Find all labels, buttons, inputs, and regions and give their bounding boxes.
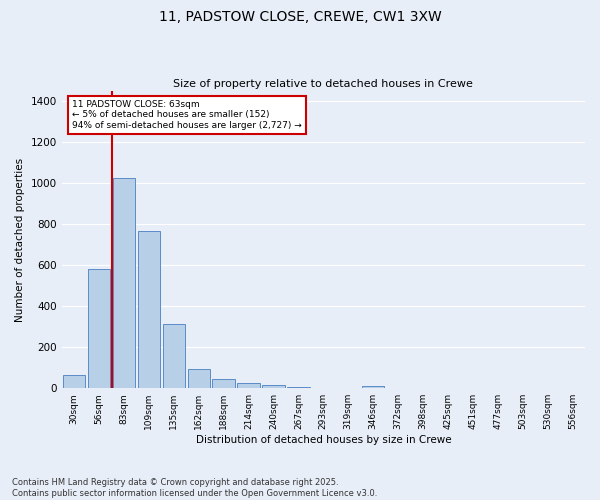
- Bar: [163, 324, 185, 388]
- Bar: [212, 379, 235, 388]
- Title: Size of property relative to detached houses in Crewe: Size of property relative to detached ho…: [173, 79, 473, 89]
- X-axis label: Distribution of detached houses by size in Crewe: Distribution of detached houses by size …: [196, 435, 451, 445]
- Bar: [137, 232, 160, 388]
- Bar: [113, 178, 135, 388]
- Bar: [188, 368, 210, 388]
- Bar: [287, 386, 310, 388]
- Bar: [262, 385, 285, 388]
- Bar: [238, 383, 260, 388]
- Bar: [88, 270, 110, 388]
- Text: 11 PADSTOW CLOSE: 63sqm
← 5% of detached houses are smaller (152)
94% of semi-de: 11 PADSTOW CLOSE: 63sqm ← 5% of detached…: [72, 100, 302, 130]
- Bar: [362, 386, 385, 388]
- Bar: [63, 375, 85, 388]
- Y-axis label: Number of detached properties: Number of detached properties: [15, 158, 25, 322]
- Text: Contains HM Land Registry data © Crown copyright and database right 2025.
Contai: Contains HM Land Registry data © Crown c…: [12, 478, 377, 498]
- Text: 11, PADSTOW CLOSE, CREWE, CW1 3XW: 11, PADSTOW CLOSE, CREWE, CW1 3XW: [158, 10, 442, 24]
